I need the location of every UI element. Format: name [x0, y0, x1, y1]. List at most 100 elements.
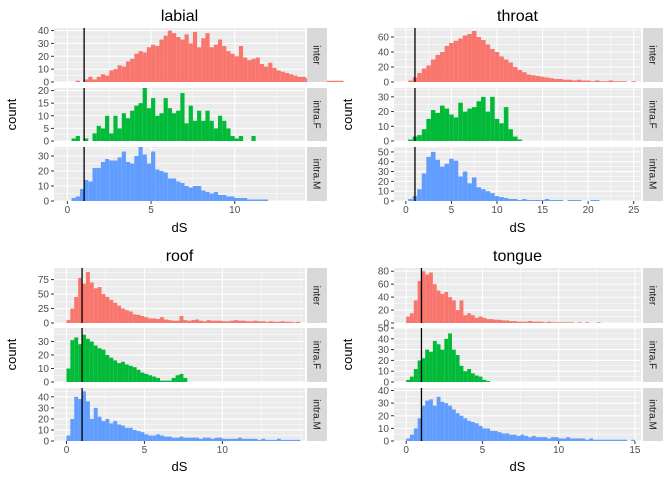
histogram-bar [155, 115, 160, 141]
histogram-bar [222, 321, 227, 323]
histogram-bar [243, 198, 248, 201]
histogram-bar [109, 357, 114, 382]
histogram-bar [268, 62, 273, 82]
histogram-bar [430, 151, 436, 201]
histogram-bar [615, 439, 620, 441]
histogram-bar [448, 333, 452, 382]
histogram-bar [490, 49, 495, 82]
histogram-bar [230, 196, 235, 201]
y-tick-label: 30 [378, 399, 390, 410]
histogram-bar [535, 321, 540, 323]
histogram-bar [130, 110, 135, 141]
histogram-bar [234, 138, 239, 141]
histogram-bar [74, 337, 79, 382]
histogram-bar [109, 133, 114, 141]
chart-labial: labial010203040inter05101520intra.F01020… [4, 8, 344, 235]
histogram-bar [146, 108, 152, 141]
histogram-bar [249, 321, 254, 323]
histogram-bar [558, 322, 563, 323]
histogram-bar [426, 156, 431, 201]
histogram-bar [105, 75, 110, 82]
y-tick-label: 50 [378, 147, 390, 158]
histogram-bar [549, 200, 554, 201]
facet-strip [643, 388, 663, 441]
histogram-bar [566, 322, 571, 323]
histogram-bar [444, 338, 449, 382]
chart-title: tongue [493, 248, 542, 265]
histogram-bar [66, 435, 71, 441]
histogram-bar [570, 322, 574, 323]
facet-strip-label: intra.M [647, 159, 658, 190]
histogram-bar [176, 181, 181, 201]
histogram-bar [432, 284, 437, 323]
facet-strip-label: inter [647, 45, 658, 65]
histogram-bar [167, 178, 172, 201]
histogram-bar [458, 176, 463, 201]
histogram-bar [508, 199, 513, 201]
histogram-bar [429, 399, 433, 441]
histogram-bar [121, 66, 126, 82]
histogram-bar [494, 52, 500, 82]
histogram-bar [101, 349, 106, 382]
histogram-bar [136, 369, 141, 382]
histogram-bar [531, 75, 536, 82]
y-tick-label: 0 [383, 437, 389, 448]
histogram-bar [451, 409, 456, 441]
histogram-bar [188, 187, 193, 201]
histogram-bar [206, 437, 211, 441]
histogram-bar [470, 373, 475, 382]
histogram-bar [335, 80, 340, 82]
histogram-bar [553, 200, 559, 201]
histogram-bar [436, 344, 441, 382]
histogram-bar [167, 30, 172, 83]
facet-strip-label: intra.M [311, 159, 322, 190]
y-tick-label: 40 [378, 48, 390, 59]
histogram-bar [474, 423, 479, 441]
histogram-bar [444, 291, 449, 323]
histogram-bar [432, 340, 437, 382]
histogram-bar [226, 321, 231, 323]
histogram-bar [585, 322, 590, 323]
histogram-bar [292, 439, 297, 441]
y-axis-label: count [340, 338, 355, 370]
histogram-bar [234, 198, 239, 201]
histogram-bar [152, 318, 157, 323]
histogram-bar [517, 139, 523, 141]
histogram-bar [558, 79, 564, 82]
histogram-bar [577, 322, 582, 323]
histogram-bar [573, 438, 578, 441]
histogram-bar [205, 192, 210, 201]
histogram-bar [92, 133, 97, 141]
histogram-bar [440, 52, 445, 82]
histogram-bar [82, 283, 86, 323]
histogram-bar [226, 438, 231, 441]
facet-strip-label: intra.M [647, 399, 658, 430]
histogram-bar [195, 319, 199, 323]
histogram-bar [269, 321, 274, 323]
histogram-bar [284, 321, 289, 323]
histogram-bar [217, 39, 223, 82]
histogram-bar [156, 434, 161, 441]
histogram-bar [264, 199, 269, 201]
histogram-bar [121, 113, 126, 141]
histogram-bar [222, 438, 227, 441]
histogram-bar [140, 372, 145, 382]
histogram-bar [198, 320, 203, 323]
histogram-bar [444, 403, 449, 441]
histogram-bar [493, 319, 498, 323]
histogram-bar [535, 200, 541, 201]
histogram-bar [66, 320, 71, 323]
histogram-bar [202, 437, 207, 441]
histogram-bar [449, 43, 454, 82]
facet-strip [643, 328, 663, 382]
histogram-bar [136, 431, 141, 441]
histogram-bar [156, 377, 161, 382]
histogram-bar [520, 321, 525, 323]
histogram-bar [474, 375, 479, 382]
histogram-bar [449, 158, 454, 201]
histogram-bar [210, 438, 215, 441]
histogram-bar [117, 65, 122, 82]
histogram-bar [501, 433, 506, 441]
x-axis-label: dS [510, 220, 526, 235]
histogram-bar [79, 189, 85, 201]
